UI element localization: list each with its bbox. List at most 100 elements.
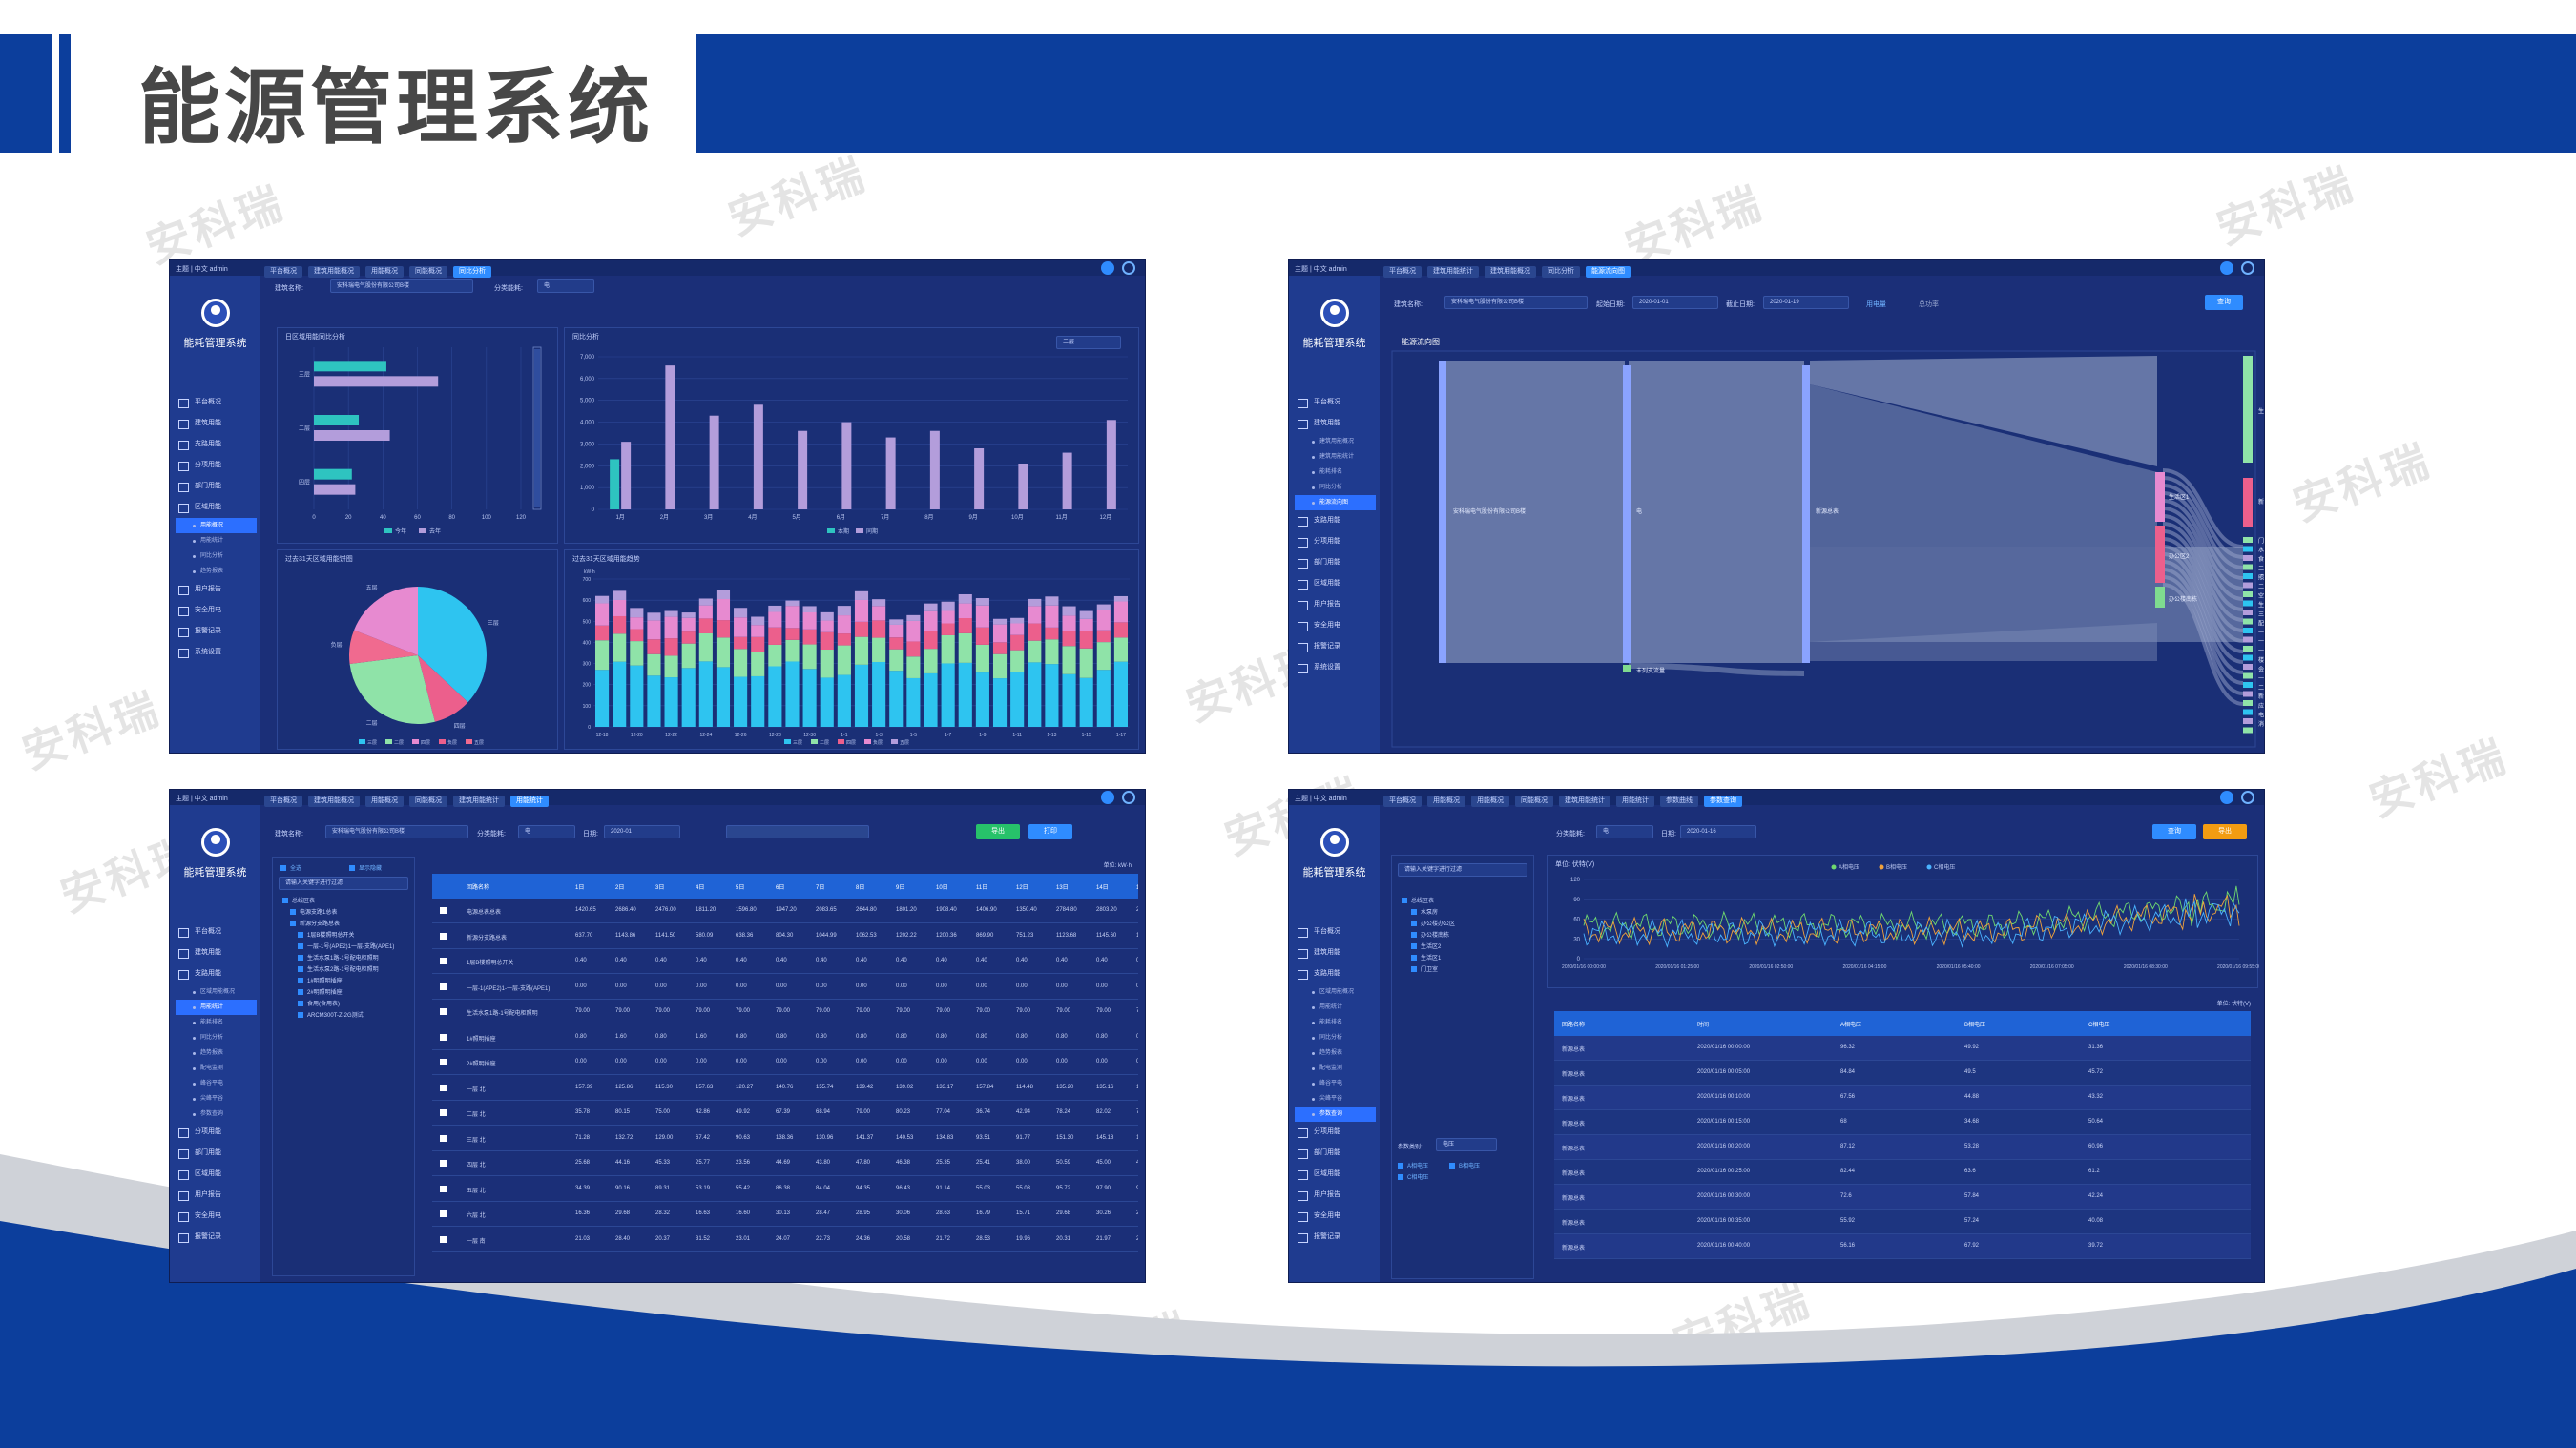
date-picker[interactable]: 2020-01 [604,825,680,838]
row-checkbox[interactable] [440,1185,447,1192]
tab[interactable]: 用能概况 [365,266,404,278]
submenu-item[interactable]: 参数查询 [176,1107,257,1122]
table-row[interactable]: 一层 北 157.39 125.86 115.30 157.63 120.27 140.76… [432,1076,1138,1101]
row-checkbox[interactable] [440,932,447,940]
tab[interactable]: 平台概况 [1383,266,1422,278]
building-select[interactable]: 安科瑞电气股份有限公司B楼 [1444,296,1588,309]
menu-item[interactable]: 分项用能 [1295,1122,1376,1143]
submenu-item[interactable]: 同比分析 [176,1030,257,1045]
tab[interactable]: 建筑用能统计 [1427,266,1479,278]
date-picker[interactable]: 2020-01-16 [1680,825,1756,838]
checkbox-icon[interactable] [1411,943,1417,950]
table-row[interactable]: 新源总表 2020/01/16 00:30:00 72.6 57.84 42.24 [1554,1185,2251,1210]
menu-item[interactable]: 支路用能 [176,963,257,984]
tree-node[interactable]: 新源分支路总表 [282,919,394,930]
submenu-item[interactable]: 同比分析 [1295,1030,1376,1045]
check-phase-a[interactable]: A相电压 [1398,1161,1428,1169]
checkbox-icon[interactable] [282,898,288,904]
tree-node[interactable]: 食用(食用表) [282,999,394,1010]
show-hide-check[interactable]: 显示隐藏 [349,863,382,872]
submenu-item[interactable]: 配电监测 [1295,1061,1376,1076]
tab[interactable]: 参数曲线 [1660,796,1698,807]
menu-item[interactable]: 系统设置 [176,642,257,663]
submenu-item[interactable]: 尖峰平谷 [1295,1091,1376,1107]
header-cell[interactable]: 2日 [615,885,625,891]
header-cell[interactable]: 7日 [816,885,825,891]
bell-icon[interactable] [1101,261,1114,275]
header-cell[interactable]: 10日 [936,885,948,891]
checkbox-icon[interactable] [1411,932,1417,939]
menu-item[interactable]: 安全用电 [1295,615,1376,636]
submenu-item[interactable]: 区域用能概况 [1295,984,1376,1000]
tab[interactable]: 建筑用能概况 [308,796,360,807]
submenu-item[interactable]: 趋势报表 [176,1045,257,1061]
tree-search[interactable]: 请输入关键字进行过滤 [1398,863,1527,877]
header-cell[interactable]: 4日 [696,885,705,891]
row-checkbox[interactable] [440,1008,447,1015]
menu-item[interactable]: 用户报告 [176,579,257,600]
menu-item[interactable]: 建筑用能 [1295,942,1376,963]
submenu-item[interactable]: 能耗排名 [1295,465,1376,480]
checkbox-icon[interactable] [1411,921,1417,927]
header-cell[interactable]: 5日 [736,885,745,891]
checkbox-icon[interactable] [1411,955,1417,962]
export-button[interactable]: 导出 [2203,824,2247,839]
row-checkbox[interactable] [440,1134,447,1142]
bell-icon[interactable] [2220,261,2233,275]
row-checkbox[interactable] [440,983,447,990]
checkbox-icon[interactable] [298,966,303,973]
table-row[interactable]: 三层 北 71.28 132.72 129.00 67.42 90.63 138.36 130… [432,1127,1138,1151]
menu-item[interactable]: 分项用能 [176,1122,257,1143]
check-phase-c[interactable]: C相电压 [1398,1172,1428,1181]
tab-active[interactable]: 能源流向图 [1586,266,1631,278]
header-cell[interactable]: B相电压 [1964,1023,1986,1028]
tab[interactable]: 同能概况 [1515,796,1553,807]
submenu-item[interactable]: 参数查询 [1295,1107,1376,1122]
menu-item[interactable]: 安全用电 [176,1206,257,1227]
header-cell[interactable]: 12日 [1016,885,1028,891]
row-checkbox[interactable] [440,1109,447,1116]
menu-item[interactable]: 平台概况 [1295,392,1376,413]
refresh-icon[interactable] [1122,791,1135,804]
query-button[interactable]: 查询 [2152,824,2196,839]
menu-item[interactable]: 报警记录 [176,621,257,642]
checkbox-icon[interactable] [1411,909,1417,916]
submenu-item[interactable]: 同比分析 [176,548,257,564]
tree-node[interactable]: 办公楼南栋 [1402,930,1455,941]
submenu-item[interactable]: 能耗排名 [1295,1015,1376,1030]
submenu-item[interactable]: 建筑用能统计 [1295,449,1376,465]
tab[interactable]: 用能统计 [1616,796,1654,807]
row-checkbox[interactable] [440,1235,447,1243]
tab[interactable]: 平台概况 [1383,796,1422,807]
menu-item[interactable]: 支路用能 [176,434,257,455]
table-row[interactable]: 新源总表 2020/01/16 00:35:00 55.92 57.24 40.08 [1554,1210,2251,1234]
menu-item[interactable]: 平台概况 [176,392,257,413]
export-button[interactable]: 导出 [976,824,1020,839]
row-checkbox[interactable] [440,1210,447,1217]
bell-icon[interactable] [1101,791,1114,804]
submenu-item[interactable]: 同比分析 [1295,480,1376,495]
header-cell[interactable]: A相电压 [1840,1023,1862,1028]
menu-item[interactable]: 支路用能 [1295,510,1376,531]
tree-node[interactable]: 1层B楼照明总开关 [282,930,394,941]
tree-node[interactable]: 生活区1 [1402,953,1455,964]
submenu-item[interactable]: 趋势报表 [176,564,257,579]
header-cell[interactable]: 9日 [896,885,905,891]
submenu-item[interactable]: 能耗排名 [176,1015,257,1030]
submenu-item[interactable]: 用能统计 [1295,1000,1376,1015]
tree-node[interactable]: 门卫室 [1402,964,1455,976]
menu-item[interactable]: 报警记录 [1295,636,1376,657]
tree-node[interactable]: 办公楼办公区 [1402,919,1455,930]
row-checkbox[interactable] [440,907,447,914]
print-button[interactable]: 打印 [1028,824,1072,839]
end-date[interactable]: 2020-01-19 [1763,296,1849,309]
refresh-icon[interactable] [1122,261,1135,275]
table-row[interactable]: 新源总表 2020/01/16 00:25:00 82.44 63.6 61.2 [1554,1160,2251,1185]
submenu-item[interactable]: 配电监测 [176,1061,257,1076]
checkbox-icon[interactable] [298,989,303,996]
header-cell[interactable]: 14日 [1096,885,1109,891]
avatar[interactable] [201,828,230,857]
tab[interactable]: 同比分析 [1542,266,1580,278]
menu-item[interactable]: 平台概况 [1295,921,1376,942]
checkbox-icon[interactable] [290,909,296,916]
